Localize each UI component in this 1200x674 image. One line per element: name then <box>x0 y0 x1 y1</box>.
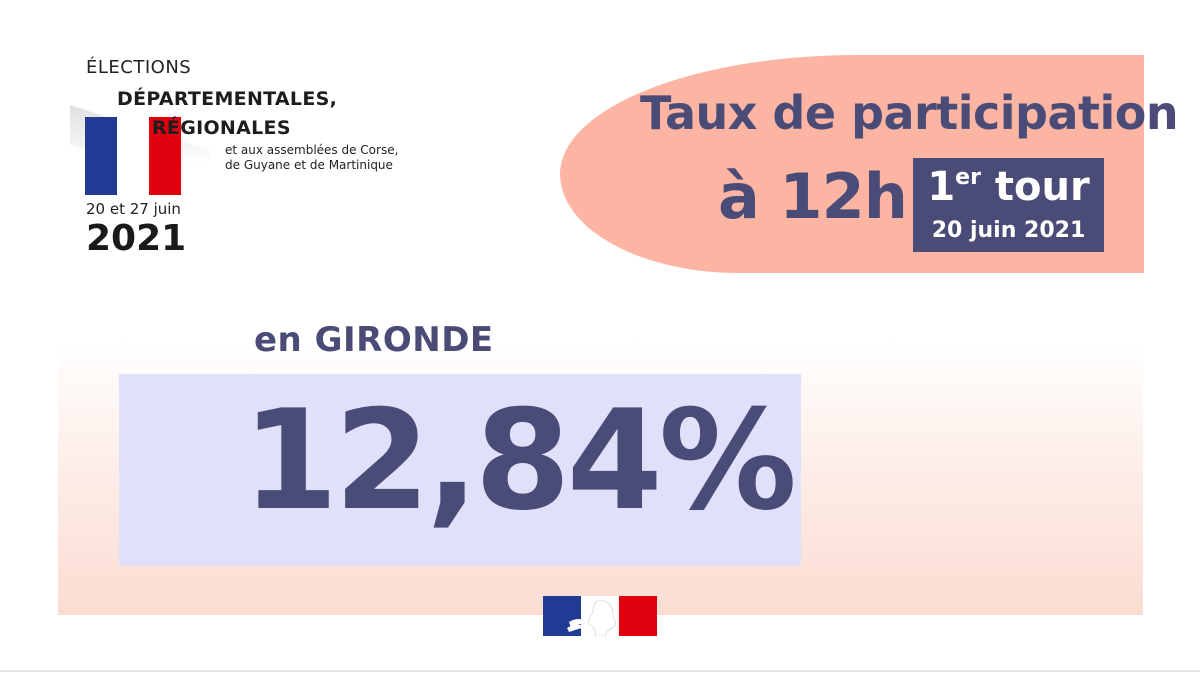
bottom-divider <box>0 670 1200 672</box>
flag-stripe-red <box>149 117 181 195</box>
tour-suffix: er <box>955 165 981 190</box>
marianne-logo-icon <box>543 596 657 636</box>
tour-date: 20 juin 2021 <box>931 218 1086 243</box>
header-time: à 12h <box>718 160 908 233</box>
flag-stripe-white <box>117 117 149 195</box>
logo-dates: 20 et 27 juin <box>86 200 181 218</box>
participation-value: 12,84% <box>242 380 797 541</box>
tour-badge: 1er tour 20 juin 2021 <box>913 158 1104 252</box>
election-logo: ÉLECTIONS DÉPARTEMENTALES, RÉGIONALES et… <box>60 55 440 265</box>
logo-subtitle-1: et aux assemblées de Corse, <box>225 143 399 157</box>
logo-regionales: RÉGIONALES <box>152 117 291 139</box>
logo-departementales: DÉPARTEMENTALES, <box>117 88 338 110</box>
header-title: Taux de participation <box>640 86 1179 140</box>
logo-subtitle-2: de Guyane et de Martinique <box>225 158 393 172</box>
value-box: 12,84% <box>119 374 801 566</box>
tricolor-flag-icon <box>85 117 181 195</box>
tour-label: 1er tour <box>913 164 1104 210</box>
tour-word: tour <box>980 164 1090 210</box>
location-label: en GIRONDE <box>254 320 494 360</box>
flag-stripe-blue <box>85 117 117 195</box>
tour-number: 1 <box>927 164 956 210</box>
logo-elections: ÉLECTIONS <box>86 57 192 78</box>
logo-year: 2021 <box>86 218 187 259</box>
